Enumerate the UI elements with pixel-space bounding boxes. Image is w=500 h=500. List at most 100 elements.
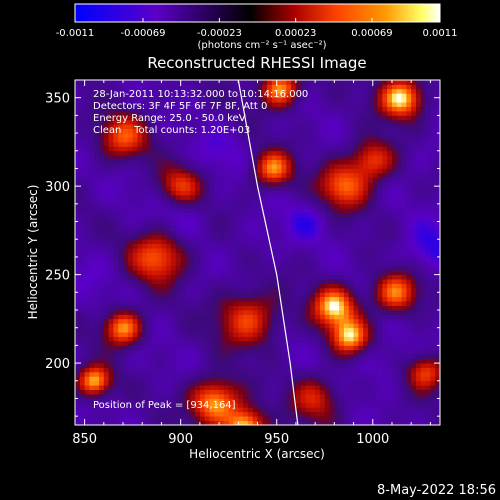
- heatmap-cell: [329, 80, 335, 85]
- heatmap-cell: [377, 230, 383, 236]
- heatmap-cell: [137, 371, 143, 377]
- heatmap-cell: [147, 199, 153, 205]
- heatmap-cell: [233, 314, 239, 320]
- heatmap-cell: [199, 186, 206, 191]
- heatmap-cell: [161, 380, 167, 386]
- heatmap-cell: [343, 270, 350, 276]
- heatmap-cell: [199, 106, 206, 112]
- heatmap-cell: [118, 323, 124, 329]
- heatmap-cell: [343, 80, 350, 85]
- heatmap-cell: [156, 292, 162, 298]
- heatmap-cell: [127, 389, 134, 395]
- heatmap-cell: [271, 256, 278, 262]
- heatmap-cell: [343, 124, 350, 130]
- heatmap-cell: [132, 168, 138, 174]
- heatmap-cell: [319, 279, 326, 284]
- heatmap-cell: [267, 146, 273, 152]
- heatmap-cell: [127, 234, 134, 240]
- heatmap-cell: [247, 274, 254, 280]
- heatmap-cell: [319, 155, 326, 161]
- heatmap-cell: [300, 106, 306, 112]
- heatmap-cell: [175, 212, 182, 218]
- heatmap-cell: [339, 371, 345, 377]
- heatmap-cell: [291, 203, 297, 209]
- heatmap-cell: [94, 181, 100, 187]
- heatmap-cell: [262, 248, 268, 253]
- heatmap-cell: [324, 398, 330, 404]
- heatmap-cell: [358, 133, 364, 138]
- heatmap-cell: [267, 416, 273, 421]
- heatmap-cell: [377, 248, 383, 253]
- heatmap-cell: [195, 128, 201, 134]
- heatmap-cell: [324, 203, 330, 209]
- heatmap-cell: [199, 402, 206, 408]
- heatmap-cell: [305, 385, 311, 391]
- heatmap-cell: [219, 279, 225, 284]
- heatmap-cell: [214, 190, 220, 196]
- heatmap-cell: [281, 256, 287, 262]
- heatmap-cell: [286, 239, 292, 245]
- heatmap-cell: [252, 225, 258, 231]
- heatmap-cell: [195, 88, 201, 94]
- heatmap-cell: [103, 287, 110, 293]
- heatmap-cell: [367, 155, 374, 161]
- heatmap-cell: [99, 150, 105, 156]
- heatmap-cell: [286, 305, 292, 311]
- heatmap-cell: [315, 217, 321, 222]
- heatmap-cell: [281, 168, 287, 174]
- heatmap-cell: [358, 416, 364, 421]
- heatmap-cell: [151, 248, 158, 253]
- heatmap-cell: [377, 252, 383, 258]
- heatmap-cell: [363, 164, 369, 169]
- heatmap-cell: [305, 411, 311, 417]
- heatmap-cell: [257, 106, 263, 112]
- heatmap-cell: [238, 212, 244, 218]
- heatmap-cell: [195, 225, 201, 231]
- heatmap-cell: [271, 80, 278, 85]
- heatmap-cell: [267, 84, 273, 90]
- heatmap-cell: [353, 230, 359, 236]
- heatmap-cell: [99, 106, 105, 112]
- heatmap-cell: [295, 371, 302, 377]
- heatmap-cell: [238, 376, 244, 382]
- heatmap-cell: [271, 159, 278, 165]
- heatmap-cell: [300, 110, 306, 116]
- heatmap-cell: [238, 287, 244, 293]
- heatmap-cell: [185, 150, 191, 156]
- heatmap-cell: [151, 168, 158, 174]
- heatmap-cell: [252, 150, 258, 156]
- heatmap-cell: [372, 376, 378, 382]
- heatmap-cell: [123, 155, 129, 161]
- heatmap-cell: [291, 248, 297, 253]
- heatmap-cell: [315, 168, 321, 174]
- heatmap-cell: [267, 274, 273, 280]
- heatmap-cell: [286, 283, 292, 289]
- heatmap-cell: [223, 150, 230, 156]
- heatmap-cell: [315, 287, 321, 293]
- heatmap-cell: [334, 203, 340, 209]
- heatmap-cell: [142, 385, 148, 391]
- heatmap-cell: [300, 88, 306, 94]
- heatmap-cell: [79, 380, 85, 386]
- heatmap-cell: [89, 345, 95, 351]
- heatmap-cell: [334, 212, 340, 218]
- heatmap-cell: [185, 389, 191, 395]
- heatmap-cell: [319, 416, 326, 421]
- heatmap-cell: [166, 305, 172, 311]
- heatmap-cell: [271, 88, 278, 94]
- heatmap-cell: [372, 212, 378, 218]
- heatmap-cell: [195, 164, 201, 169]
- heatmap-cell: [353, 363, 359, 368]
- heatmap-cell: [195, 93, 201, 99]
- heatmap-cell: [127, 243, 134, 249]
- heatmap-cell: [161, 248, 167, 253]
- heatmap-cell: [223, 230, 230, 236]
- heatmap-cell: [353, 345, 359, 351]
- heatmap-cell: [286, 225, 292, 231]
- heatmap-cell: [247, 420, 254, 425]
- heatmap-cell: [108, 248, 114, 253]
- heatmap-cell: [334, 256, 340, 262]
- heatmap-cell: [228, 420, 234, 425]
- heatmap-cell: [363, 349, 369, 355]
- heatmap-cell: [291, 332, 297, 337]
